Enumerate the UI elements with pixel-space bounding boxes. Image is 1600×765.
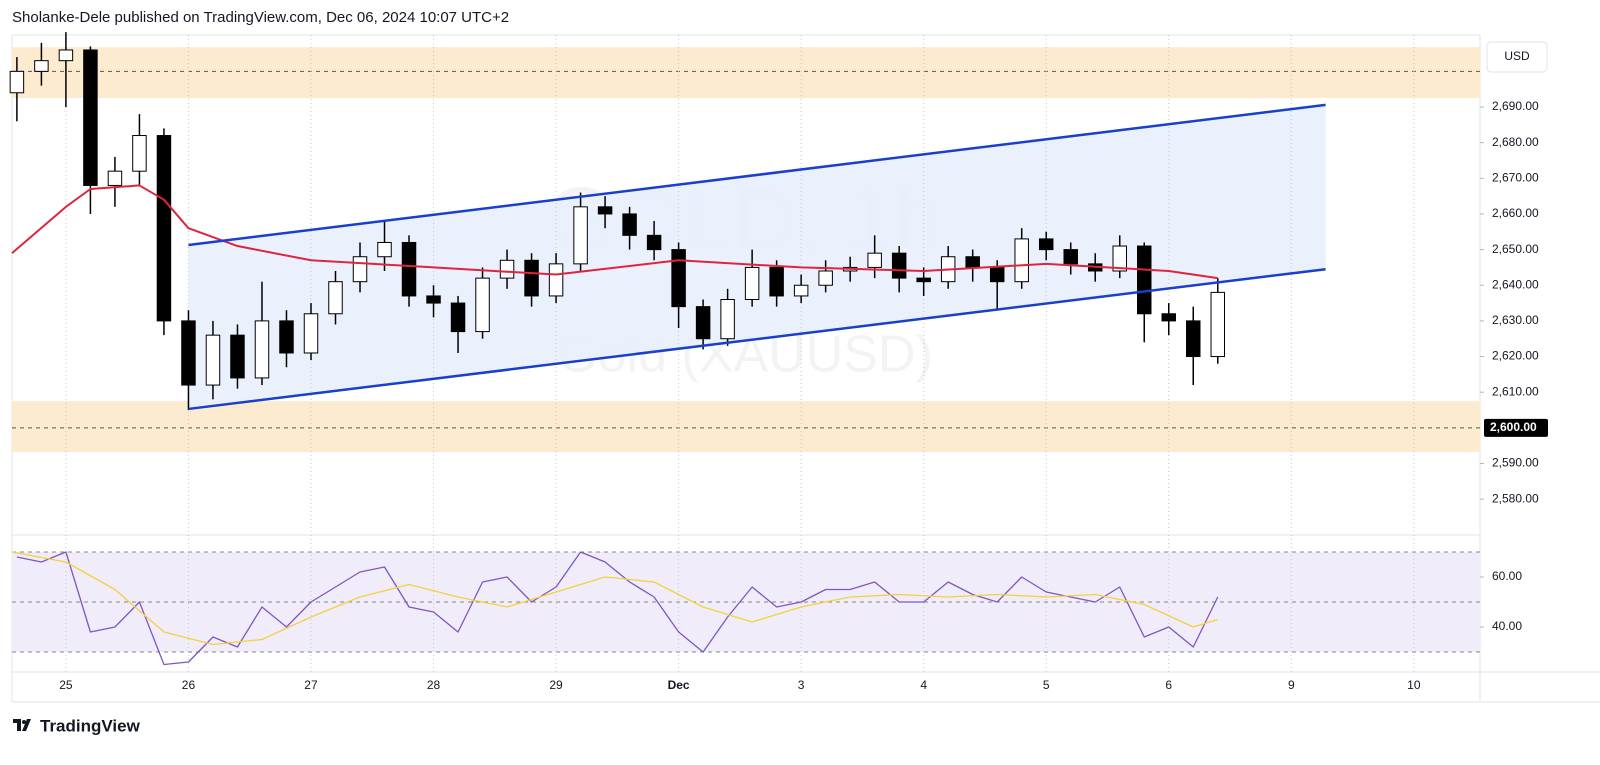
- x-tick-label: 28: [427, 678, 441, 692]
- candle-body: [720, 299, 735, 340]
- candle-body: [1014, 238, 1029, 283]
- y-tick-label: 2,620.00: [1492, 349, 1539, 363]
- y-tick-label: 2,650.00: [1492, 242, 1539, 256]
- candle-body: [156, 135, 172, 322]
- x-tick-label: 3: [798, 678, 805, 692]
- candle-body: [916, 277, 931, 283]
- moving-average: [11, 184, 1218, 280]
- x-tick-label: Dec: [668, 678, 690, 692]
- candle-body: [646, 234, 662, 251]
- candle-body: [181, 320, 196, 386]
- candle-body: [9, 70, 25, 94]
- x-tick-label: 10: [1407, 678, 1421, 692]
- y-tick-label: 2,660.00: [1492, 206, 1539, 220]
- candle-body: [426, 295, 441, 304]
- channel-line: [188, 267, 1326, 411]
- candle-body: [695, 306, 711, 340]
- brand: TradingView: [40, 716, 141, 735]
- x-tick-label: 25: [59, 678, 73, 692]
- x-tick-label: 27: [304, 678, 318, 692]
- y-tick-label: 2,630.00: [1492, 313, 1539, 327]
- candle-body: [867, 252, 882, 268]
- y-tick-label: 40.00: [1492, 619, 1522, 633]
- candle-body: [352, 256, 368, 283]
- y-tick-label: 2,580.00: [1492, 491, 1539, 505]
- x-tick-label: 6: [1165, 678, 1172, 692]
- candle-body: [450, 302, 466, 333]
- candle-body: [377, 241, 392, 258]
- logo: [13, 719, 31, 731]
- candle-body: [205, 334, 221, 386]
- candle-body: [328, 281, 343, 315]
- x-tick-label: 5: [1043, 678, 1050, 692]
- candle-body: [1038, 238, 1054, 251]
- y-tick-label: 2,610.00: [1492, 384, 1539, 398]
- candle-body: [524, 259, 539, 297]
- x-tick-label: 26: [182, 678, 196, 692]
- candle-body: [597, 206, 613, 215]
- zone: [12, 401, 1480, 453]
- candle-body: [83, 49, 98, 186]
- candle-body: [254, 320, 270, 379]
- candle-body: [965, 256, 980, 268]
- header: Sholanke-Dele published on TradingView.c…: [12, 9, 509, 26]
- candle-body: [1112, 245, 1127, 272]
- x-tick-label: 29: [549, 678, 563, 692]
- x-tick-label: 4: [920, 678, 927, 692]
- candle-body: [548, 263, 564, 297]
- rsi-ma-line: [11, 551, 1218, 646]
- y-tick-label: 2,670.00: [1492, 170, 1539, 184]
- y-tick-label: 2,590.00: [1492, 456, 1539, 470]
- channel-area: [188, 104, 1326, 409]
- candle-body: [1063, 249, 1078, 265]
- price-label: 2,600.00: [1490, 420, 1537, 434]
- y-tick-label: 2,690.00: [1492, 99, 1539, 113]
- candle-body: [1137, 245, 1152, 315]
- candle-body: [1161, 313, 1176, 322]
- candle-body: [230, 334, 245, 379]
- candle-body: [132, 135, 147, 172]
- rsi-band: [12, 552, 1480, 652]
- candle-body: [744, 266, 760, 301]
- price-label-box: [1484, 418, 1548, 437]
- y-tick-label: 60.00: [1492, 569, 1522, 583]
- candle-body: [793, 284, 809, 297]
- candle-body: [622, 213, 637, 236]
- x-tick-label: 9: [1288, 678, 1295, 692]
- candle-body: [279, 320, 294, 354]
- candle-body: [107, 170, 123, 186]
- candle-body: [303, 313, 319, 354]
- y-tick-label: 2,680.00: [1492, 135, 1539, 149]
- candle-body: [671, 249, 686, 308]
- candle-body: [58, 49, 74, 62]
- candle-body: [989, 266, 1005, 283]
- candle-body: [573, 206, 588, 265]
- candle-body: [1210, 291, 1226, 358]
- candle-body: [475, 277, 490, 333]
- rsi-line: [16, 551, 1219, 666]
- channel-line: [188, 103, 1326, 247]
- y-tick-label: 2,640.00: [1492, 277, 1539, 291]
- candle-body: [1186, 320, 1201, 358]
- candle-body: [34, 60, 49, 72]
- candle-body: [891, 252, 907, 279]
- currency-box: [1486, 41, 1548, 73]
- candle-body: [769, 266, 784, 297]
- candle-body: [818, 270, 833, 286]
- currency: USD: [1504, 49, 1530, 63]
- candle-body: [499, 259, 515, 279]
- candle-body: [401, 241, 417, 297]
- zone: [12, 47, 1480, 99]
